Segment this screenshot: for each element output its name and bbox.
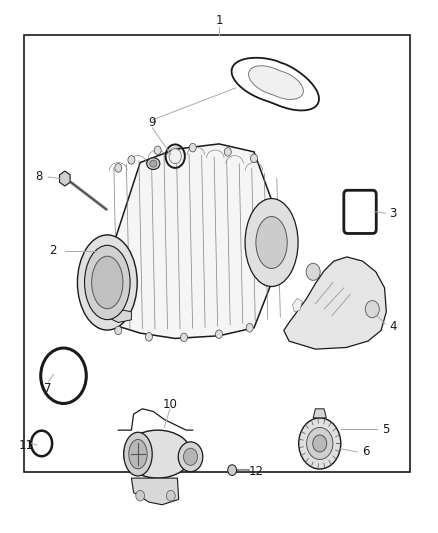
Circle shape bbox=[215, 330, 223, 338]
Text: 2: 2 bbox=[49, 244, 57, 257]
Circle shape bbox=[145, 333, 152, 341]
Circle shape bbox=[307, 427, 333, 459]
Circle shape bbox=[224, 148, 231, 156]
Bar bbox=[24, 35, 410, 472]
Ellipse shape bbox=[129, 439, 147, 469]
Circle shape bbox=[136, 490, 145, 501]
Circle shape bbox=[184, 448, 198, 465]
Circle shape bbox=[180, 333, 187, 342]
Circle shape bbox=[313, 435, 327, 452]
Circle shape bbox=[128, 156, 135, 164]
Polygon shape bbox=[60, 171, 70, 186]
Circle shape bbox=[365, 301, 379, 318]
Polygon shape bbox=[284, 257, 386, 349]
Text: 9: 9 bbox=[148, 116, 156, 129]
Ellipse shape bbox=[147, 158, 160, 169]
Circle shape bbox=[154, 146, 161, 155]
Text: 7: 7 bbox=[44, 382, 52, 394]
Circle shape bbox=[169, 149, 181, 164]
Text: 10: 10 bbox=[162, 398, 177, 410]
Polygon shape bbox=[96, 298, 131, 322]
Text: 8: 8 bbox=[36, 171, 43, 183]
Text: 4: 4 bbox=[389, 320, 397, 333]
Circle shape bbox=[251, 154, 258, 163]
Polygon shape bbox=[248, 66, 304, 100]
Ellipse shape bbox=[245, 198, 298, 287]
Circle shape bbox=[115, 326, 122, 335]
Ellipse shape bbox=[78, 235, 137, 330]
Ellipse shape bbox=[150, 160, 157, 167]
Text: 1: 1 bbox=[215, 14, 223, 27]
Circle shape bbox=[246, 324, 253, 332]
Polygon shape bbox=[313, 409, 326, 418]
Ellipse shape bbox=[124, 430, 192, 478]
Text: 6: 6 bbox=[362, 446, 370, 458]
Circle shape bbox=[166, 490, 175, 501]
Text: 11: 11 bbox=[19, 439, 34, 451]
Ellipse shape bbox=[85, 245, 130, 320]
Circle shape bbox=[115, 164, 122, 172]
Ellipse shape bbox=[92, 256, 123, 309]
Circle shape bbox=[306, 263, 320, 280]
Polygon shape bbox=[293, 298, 302, 312]
Polygon shape bbox=[80, 144, 292, 338]
Circle shape bbox=[189, 143, 196, 152]
Ellipse shape bbox=[124, 432, 152, 476]
Circle shape bbox=[228, 465, 237, 475]
Circle shape bbox=[178, 442, 203, 472]
Text: 12: 12 bbox=[249, 465, 264, 478]
Text: 5: 5 bbox=[382, 423, 389, 435]
Text: 3: 3 bbox=[390, 207, 397, 220]
Polygon shape bbox=[131, 478, 179, 505]
Ellipse shape bbox=[256, 216, 287, 269]
Circle shape bbox=[299, 418, 341, 469]
